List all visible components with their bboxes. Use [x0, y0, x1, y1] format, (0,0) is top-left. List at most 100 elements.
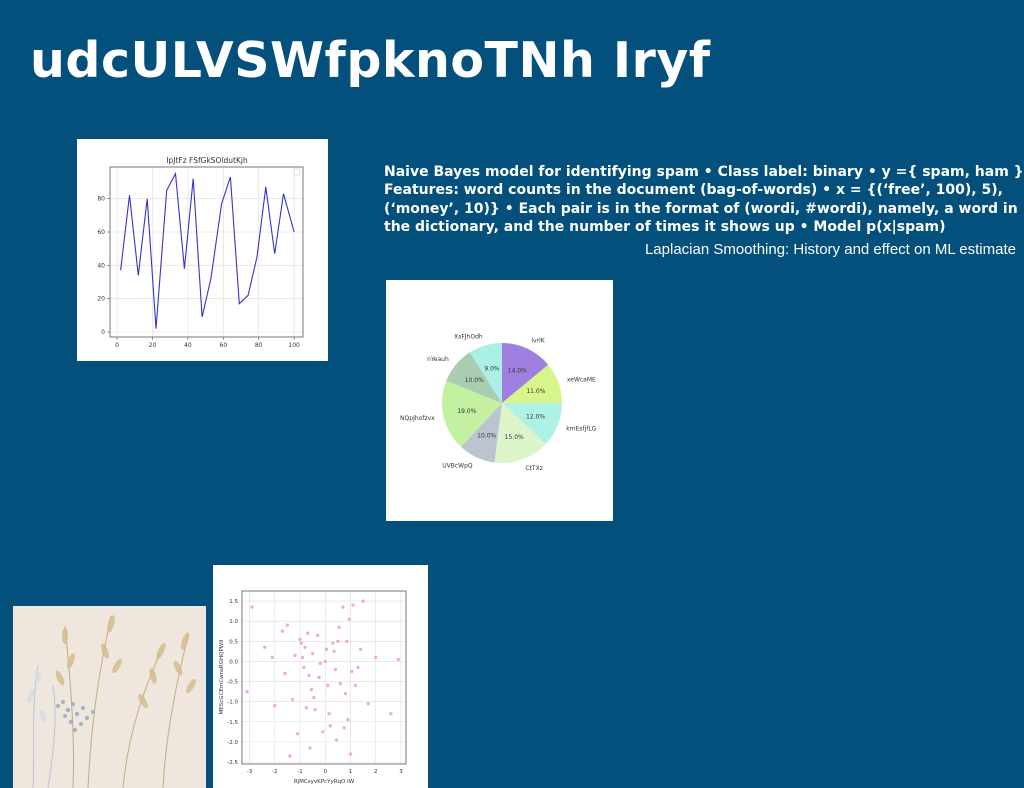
scatter-point [327, 712, 331, 716]
scatter-point [345, 639, 349, 643]
scatter-point [290, 697, 295, 702]
pie-slice-label: nYeauh [427, 356, 449, 363]
line-chart: IpJtFz FSfGkSOldutKjh 0 20 40 60 80 100 0 20 40 6… [97, 156, 304, 349]
slide-subtitle: Laplacian Smoothing: History and effect … [644, 241, 1016, 258]
pie-slice-percent: 11.0% [526, 388, 545, 395]
scatter-point [316, 633, 320, 637]
scatter-point [308, 746, 312, 750]
line-chart-series [120, 171, 295, 329]
scatter-point [307, 673, 311, 678]
line-chart-xtick-label: 20 [149, 342, 157, 349]
pie-slice-label: UVBcWpQ [442, 462, 473, 469]
scatter-point [374, 655, 378, 660]
scatter-point [310, 651, 315, 656]
pie-slice-percent: 9.0% [484, 365, 500, 372]
scatter-point [334, 738, 339, 742]
scatter-point [336, 639, 340, 643]
line-chart-xtick-label: 0 [115, 342, 119, 349]
scatter-point [347, 617, 351, 621]
scatter-chart-xlabel: RjMCsyvKPcYyRqO IW [294, 779, 355, 785]
scatter-point [389, 712, 393, 716]
pie-slice-label: lvrlK [531, 338, 545, 345]
scatter-point [351, 603, 355, 607]
scatter-point [333, 667, 338, 672]
pie-slice-uvbcwpq [460, 403, 502, 463]
pie-chart-card: 14.0% lvrlK 11.0% xeWcaME 12.0% kmEsfjfLG 15.0… [386, 280, 613, 521]
pie-slice-cttxz [494, 403, 546, 464]
scatter-point [356, 665, 360, 670]
pie-slice-percent: 19.0% [457, 408, 476, 415]
scatter-point [346, 718, 350, 722]
pie-slice-nqpjhofzvx [441, 380, 502, 447]
scatter-point [270, 655, 274, 660]
scatter-point [353, 683, 358, 688]
scatter-chart-card: -3 -2 -1 0 1 2 3 1.5 1.0 0.5 0.0 -0.5 -1.0 -1.5 -2.0 -2… [213, 565, 428, 788]
pie-slice-percent: 15.0% [505, 434, 524, 441]
dried-flowers-photo [13, 606, 206, 788]
scatter-point [324, 647, 329, 651]
scatter-point [304, 706, 308, 710]
scatter-point [328, 724, 332, 728]
scatter-point [323, 659, 327, 664]
scatter-point [366, 702, 370, 706]
scatter-point [309, 687, 314, 692]
pie-slice-label: CtTXz [525, 465, 542, 472]
scatter-point [342, 726, 346, 730]
scatter-point [358, 647, 363, 651]
scatter-chart-xtick-label: 1 [349, 769, 353, 775]
scatter-point [273, 704, 277, 708]
scatter-chart-ytick-label: 1.0 [229, 619, 238, 625]
line-chart-card: IpJtFz FSfGkSOldutKjh 0 20 40 60 80 100 0 20 40 6… [77, 139, 328, 361]
line-chart-ytick-label: 0 [101, 329, 105, 336]
scatter-chart: -3 -2 -1 0 1 2 3 1.5 1.0 0.5 0.0 -0.5 -1.0 -1.5 -2.0 -2… [219, 590, 407, 785]
scatter-chart-ytick-label: -1.0 [227, 700, 238, 706]
scatter-point [300, 655, 305, 660]
scatter-point [298, 637, 302, 641]
scatter-chart-xtick-label: 2 [374, 769, 378, 775]
scatter-chart-ytick-label: 0.0 [229, 659, 238, 665]
scatter-chart-ytick-label: 0.5 [229, 639, 238, 645]
pie-slice-label: xeWcaME [567, 377, 596, 384]
scatter-chart-ytick-label: -0.5 [227, 680, 238, 686]
scatter-point [348, 752, 353, 756]
pie-slice-label: kmEsfjfLG [566, 425, 596, 432]
scatter-chart-ytick-label: -2.5 [227, 760, 238, 766]
scatter-point [326, 683, 330, 688]
scatter-point [302, 665, 306, 670]
scatter-point [331, 641, 335, 645]
pie-chart: 14.0% lvrlK 11.0% xeWcaME 12.0% kmEsfjfLG 15.0… [400, 334, 597, 472]
scatter-point [321, 730, 325, 734]
line-chart-xtick-label: 100 [288, 342, 300, 349]
scatter-point [350, 669, 354, 674]
line-chart-ytick-label: 40 [97, 262, 105, 269]
slide-title: udcULVSWfpknoTNh Iryf [30, 32, 711, 89]
scatter-point [303, 645, 307, 649]
line-chart-title: IpJtFz FSfGkSOldutKjh [166, 156, 248, 165]
line-chart-frame [109, 166, 304, 338]
scatter-chart-xtick-label: -3 [247, 769, 253, 775]
scatter-point [263, 645, 267, 649]
pie-slice-percent: 14.0% [508, 367, 527, 374]
line-chart-xtick-label: 40 [184, 342, 192, 349]
pie-slice-xewcame [502, 364, 562, 403]
pie-slice-lvrlk [502, 343, 549, 403]
scatter-chart-xtick-label: 0 [324, 769, 328, 775]
scatter-chart-xtick-label: -2 [272, 769, 277, 775]
scatter-chart-ylabel: MEScGCEmCwnsRGHQPWII [219, 639, 225, 714]
scatter-chart-ytick-label: -1.5 [227, 720, 238, 726]
scatter-point [299, 641, 303, 645]
scatter-point [288, 754, 292, 758]
pie-slice-xsfjhodh [469, 343, 502, 403]
line-chart-ytick-label: 80 [97, 196, 105, 203]
line-chart-xtick-label: 80 [255, 342, 263, 349]
scatter-chart-frame [241, 590, 407, 765]
scatter-point [250, 605, 254, 609]
scatter-point [280, 629, 285, 633]
scatter-chart-xtick-label: -1 [297, 769, 302, 775]
scatter-chart-ytick-label: 1.5 [229, 599, 238, 605]
scatter-point [396, 657, 401, 662]
scatter-point [285, 623, 290, 627]
scatter-point [361, 599, 365, 603]
pie-slice-label: XsFJhOdh [454, 334, 483, 341]
pie-slice-kmesfjflg [502, 403, 562, 445]
